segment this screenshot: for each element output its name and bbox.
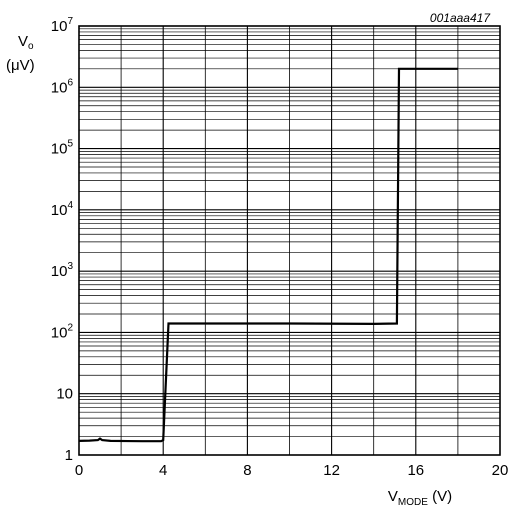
y-axis-label-sub: o (28, 41, 34, 52)
series-line (78, 67, 458, 443)
figure-id: 001aaa417 (430, 11, 491, 25)
x-tick-label: 0 (75, 462, 83, 479)
x-tick-label: 8 (243, 462, 251, 479)
x-tick-label: 16 (407, 462, 424, 479)
y-tick-label: 102 (51, 322, 74, 341)
y-tick-exponent: 4 (67, 200, 73, 211)
y-tick-label: 1 (65, 447, 73, 464)
x-tick-label: 12 (323, 462, 340, 479)
y-tick-base: 10 (51, 263, 68, 280)
y-tick-base: 10 (56, 386, 73, 403)
y-tick-base: 10 (51, 79, 68, 96)
x-axis-label: VMODE (V) (388, 488, 452, 508)
y-tick-exponent: 7 (67, 16, 73, 27)
y-tick-label: 10 (56, 386, 73, 403)
plot-frame (78, 25, 501, 456)
y-tick-exponent: 5 (67, 139, 73, 150)
y-tick-label: 106 (51, 77, 74, 96)
y-tick-exponent: 2 (67, 322, 73, 333)
x-axis-label-unit: (V) (428, 488, 452, 505)
x-axis-label-sub: MODE (398, 497, 428, 508)
y-tick-label: 107 (51, 16, 74, 35)
x-axis-label-main: V (388, 488, 398, 505)
y-tick-exponent: 6 (67, 77, 73, 88)
y-tick-base: 10 (51, 202, 68, 219)
x-tick-label: 4 (159, 462, 167, 479)
y-tick-base: 10 (51, 324, 68, 341)
y-axis-label-line2: (μV) (6, 57, 35, 74)
y-tick-base: 10 (51, 18, 68, 35)
y-axis-label-line1: Vo (18, 33, 34, 52)
y-axis-label-main: V (18, 33, 29, 50)
y-tick-exponent: 3 (67, 261, 73, 272)
y-tick-base: 1 (65, 447, 73, 464)
minor-grid (79, 26, 500, 455)
y-tick-label: 104 (51, 200, 74, 219)
x-tick-labels: 0 4 8 12 16 20 (75, 462, 509, 479)
y-tick-base: 10 (51, 141, 68, 158)
x-tick-label: 20 (492, 462, 509, 479)
major-grid (79, 26, 500, 455)
y-tick-label: 105 (51, 139, 74, 158)
y-tick-label: 103 (51, 261, 74, 280)
